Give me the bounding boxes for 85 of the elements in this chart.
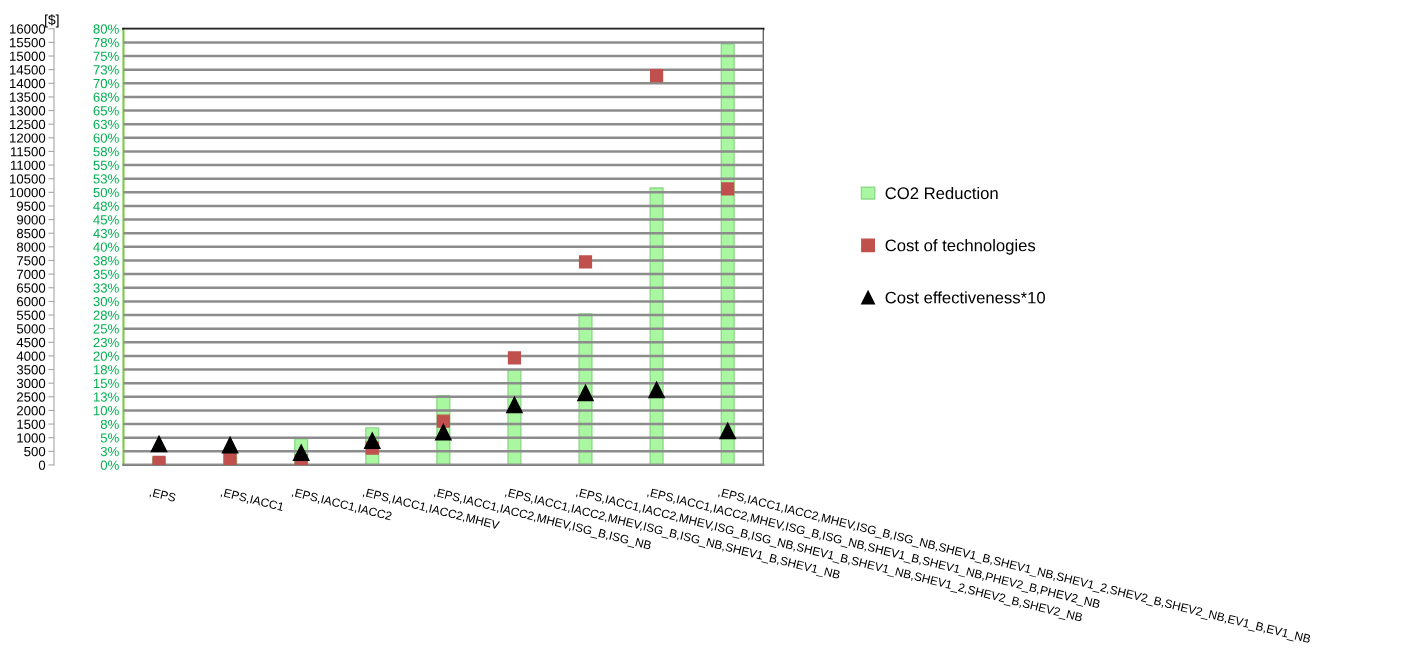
point [507, 351, 522, 365]
y-tick-label: 4000 [16, 351, 46, 361]
y-tick-label: 14000 [10, 78, 46, 89]
y2-tick-label: 25% [93, 324, 119, 334]
point [650, 69, 664, 83]
y-tick-label: 7500 [17, 256, 46, 266]
y-axis-title: [$] [45, 14, 59, 28]
y2-tick-label: 58% [93, 147, 119, 157]
y2-tick-label: 65% [93, 106, 119, 116]
y-tick-label: 6500 [17, 283, 46, 293]
y2-tick-label: 18% [93, 365, 119, 375]
x-tick-label: ,EPS [149, 487, 177, 504]
point [292, 444, 310, 462]
y2-tick-label: 5% [100, 433, 119, 443]
y2-tick-label: 15% [93, 378, 119, 389]
y-tick-label: 2000 [17, 406, 46, 416]
y-tick-label: 8500 [16, 228, 46, 239]
point [577, 384, 594, 402]
point [719, 422, 737, 440]
y2-tick-label: 20% [93, 351, 119, 361]
y-tick-label: 14500 [10, 65, 46, 75]
y2-tick-label: 33% [93, 283, 119, 293]
y2-tick-label: 10% [93, 406, 119, 416]
y-tick-label: 3500 [16, 365, 46, 375]
y-tick-label: 12000 [10, 133, 46, 143]
y-tick-label: 2500 [17, 392, 46, 402]
point [221, 436, 239, 454]
y-tick-label: 16000 [10, 24, 46, 34]
legend-label: Cost effectiveness*10 [885, 291, 1045, 304]
y2-tick-label: 3% [100, 446, 119, 457]
y2-tick-label: 60% [93, 133, 119, 143]
y-tick-label: 7000 [17, 269, 46, 280]
y-tick-label: 4500 [16, 337, 46, 348]
y2-tick-label: 0% [100, 460, 119, 470]
y-tick-label: 15500 [10, 37, 46, 48]
point [363, 432, 381, 450]
y2-tick-label: 45% [93, 215, 119, 225]
y-tick-label: 13500 [10, 92, 46, 102]
y2-tick-label: 38% [93, 256, 119, 266]
y-tick-label: 0 [38, 460, 46, 470]
y-tick-label: 9000 [16, 215, 46, 225]
y-tick-label: 1000 [17, 433, 46, 443]
point [436, 414, 450, 428]
y-tick-label: 11500 [10, 147, 46, 157]
y2-tick-label: 48% [93, 201, 119, 211]
point [435, 423, 452, 441]
y2-tick-label: 78% [93, 37, 119, 48]
y-tick-label: 12500 [10, 119, 46, 130]
y2-tick-label: 75% [93, 51, 119, 61]
y2-tick-label: 53% [93, 174, 119, 184]
point [648, 381, 665, 399]
point [578, 255, 593, 269]
y2-tick-label: 70% [93, 78, 119, 89]
y2-tick-label: 40% [93, 242, 119, 252]
y-tick-label: 11000 [10, 160, 46, 170]
y-tick-label: 5500 [16, 310, 46, 320]
y2-tick-label: 13% [93, 392, 119, 402]
point [506, 396, 523, 414]
y-tick-label: 13000 [10, 106, 46, 116]
legend-label: Cost of technologies [885, 239, 1036, 255]
y2-tick-label: 35% [93, 269, 119, 280]
y-tick-label: 9500 [16, 201, 46, 211]
legend-label: CO2 Reduction [885, 186, 998, 200]
y2-tick-label: 8% [100, 419, 119, 429]
y-tick-label: 1500 [17, 419, 46, 429]
y2-tick-label: 23% [93, 337, 119, 348]
y-tick-label: 15000 [10, 51, 46, 61]
y2-tick-label: 80% [93, 24, 119, 34]
y-tick-label: 3000 [16, 378, 46, 389]
y2-tick-label: 63% [93, 119, 119, 130]
y-tick-label: 10000 [10, 187, 46, 198]
y2-tick-label: 68% [93, 92, 119, 102]
y-tick-label: 6000 [17, 296, 46, 307]
y2-tick-label: 28% [93, 310, 119, 320]
point [721, 182, 735, 196]
point [150, 435, 168, 453]
y-tick-label: 10500 [10, 174, 46, 184]
y-tick-label: 500 [24, 446, 46, 457]
y2-tick-label: 43% [93, 228, 119, 239]
y2-tick-label: 55% [93, 160, 119, 170]
y2-tick-label: 30% [93, 296, 119, 307]
y-tick-label: 8000 [16, 242, 46, 252]
y2-tick-label: 50% [93, 187, 119, 198]
y-tick-label: 5000 [16, 324, 46, 334]
y2-tick-label: 73% [93, 65, 119, 75]
